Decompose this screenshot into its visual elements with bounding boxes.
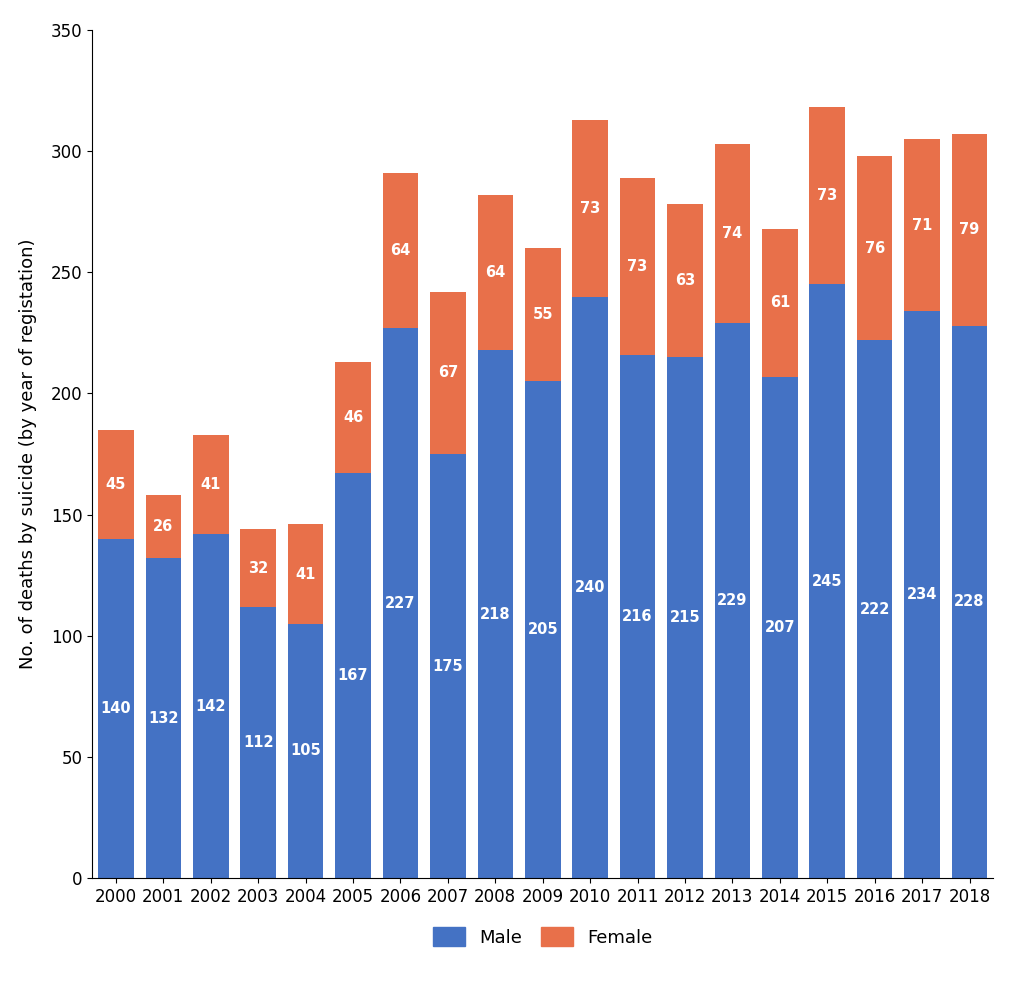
Bar	[904, 311, 940, 878]
Bar	[572, 296, 608, 878]
Bar	[904, 139, 940, 311]
Text: 73: 73	[628, 258, 648, 273]
Text: 234: 234	[907, 587, 937, 602]
Bar	[951, 134, 987, 325]
Text: 41: 41	[295, 567, 315, 582]
Bar	[383, 173, 418, 328]
Bar	[241, 529, 275, 607]
Bar	[98, 430, 134, 539]
Text: 46: 46	[343, 410, 364, 425]
Text: 79: 79	[959, 223, 980, 238]
Text: 55: 55	[532, 307, 553, 322]
Text: 112: 112	[243, 735, 273, 750]
Text: 227: 227	[385, 596, 416, 611]
Bar	[715, 144, 751, 323]
Bar	[145, 558, 181, 878]
Bar	[810, 284, 845, 878]
Bar	[620, 354, 655, 878]
Text: 167: 167	[338, 669, 369, 684]
Text: 132: 132	[148, 711, 178, 726]
Bar	[668, 205, 702, 357]
Text: 73: 73	[580, 201, 600, 216]
Bar	[525, 381, 560, 878]
Y-axis label: No. of deaths by suicide (by year of registation): No. of deaths by suicide (by year of reg…	[18, 239, 37, 670]
Bar	[145, 495, 181, 558]
Text: 142: 142	[196, 699, 226, 714]
Bar	[857, 156, 893, 340]
Text: 41: 41	[201, 477, 221, 492]
Text: 74: 74	[722, 226, 742, 242]
Text: 76: 76	[864, 241, 885, 255]
Text: 64: 64	[485, 264, 506, 279]
Text: 175: 175	[432, 659, 463, 674]
Bar	[430, 291, 466, 454]
Bar	[525, 249, 560, 381]
Text: 105: 105	[290, 744, 321, 758]
Bar	[477, 195, 513, 350]
Bar	[857, 340, 893, 878]
Text: 45: 45	[105, 477, 126, 492]
Legend: Male, Female: Male, Female	[425, 920, 660, 954]
Text: 67: 67	[437, 365, 458, 380]
Text: 245: 245	[812, 574, 843, 589]
Bar	[762, 376, 798, 878]
Bar	[335, 362, 371, 473]
Text: 73: 73	[817, 189, 838, 204]
Text: 71: 71	[912, 218, 932, 233]
Text: 64: 64	[390, 243, 411, 258]
Text: 207: 207	[765, 620, 795, 635]
Text: 240: 240	[574, 580, 605, 595]
Text: 26: 26	[154, 519, 173, 534]
Text: 32: 32	[248, 561, 268, 576]
Bar	[288, 524, 324, 624]
Text: 218: 218	[480, 607, 511, 622]
Bar	[810, 108, 845, 284]
Bar	[430, 454, 466, 878]
Text: 205: 205	[527, 623, 558, 638]
Bar	[477, 350, 513, 878]
Text: 222: 222	[859, 602, 890, 617]
Bar	[98, 539, 134, 878]
Bar	[951, 325, 987, 878]
Text: 63: 63	[675, 273, 695, 288]
Bar	[193, 534, 228, 878]
Bar	[383, 328, 418, 878]
Bar	[762, 229, 798, 376]
Text: 216: 216	[623, 609, 653, 624]
Bar	[193, 435, 228, 534]
Bar	[288, 624, 324, 878]
Bar	[572, 120, 608, 296]
Text: 228: 228	[954, 595, 985, 610]
Text: 140: 140	[100, 701, 131, 717]
Bar	[620, 178, 655, 354]
Bar	[241, 607, 275, 878]
Text: 229: 229	[717, 593, 748, 608]
Bar	[335, 473, 371, 878]
Bar	[715, 323, 751, 878]
Text: 215: 215	[670, 610, 700, 625]
Text: 61: 61	[770, 295, 791, 310]
Bar	[668, 357, 702, 878]
